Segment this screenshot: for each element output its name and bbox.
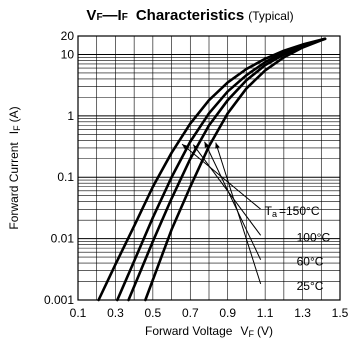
xlabel-main: Forward Voltage bbox=[145, 324, 233, 338]
ylabel-symbol-sub: F bbox=[12, 125, 22, 131]
y-axis-label: Forward Current IF (A) bbox=[7, 106, 22, 229]
y-tick-label: 20 bbox=[61, 29, 75, 43]
param-symbol-sub: a bbox=[272, 209, 277, 219]
ylabel-symbol: I bbox=[7, 131, 21, 134]
x-tick-labels: 0.1 0.3 0.5 0.7 0.9 1.1 1.3 1.5 bbox=[70, 306, 349, 320]
y-tick-label: 0.001 bbox=[44, 293, 74, 307]
curves bbox=[97, 37, 327, 302]
title-vf: V bbox=[86, 7, 96, 24]
title-characteristics: Characteristics bbox=[136, 7, 244, 24]
y-tick-labels: 0.001 0.01 0.1 1 10 20 bbox=[44, 29, 74, 307]
y-tick-label: 0.01 bbox=[51, 232, 75, 246]
series-labels: Ta =150°C 100°C 60°C 25°C bbox=[265, 204, 331, 293]
title-if-sub: F bbox=[122, 12, 128, 23]
x-tick-label: 1.1 bbox=[257, 306, 274, 320]
series-curve-1 bbox=[116, 37, 327, 302]
x-tick-label: 1.3 bbox=[294, 306, 311, 320]
y-tick-label: 0.1 bbox=[57, 170, 74, 184]
leader-line-2 bbox=[204, 141, 262, 260]
y-tick-label: 10 bbox=[61, 47, 75, 61]
grid bbox=[78, 36, 340, 300]
xlabel-symbol-sub: F bbox=[248, 329, 254, 339]
series-curve-2 bbox=[127, 37, 327, 302]
x-axis-label: Forward Voltage VF (V) bbox=[145, 324, 273, 339]
title-vf-sub: F bbox=[96, 12, 102, 23]
series-label-1: 100°C bbox=[297, 230, 331, 244]
x-tick-label: 0.1 bbox=[70, 306, 87, 320]
series-label-0: Ta =150°C bbox=[265, 204, 320, 219]
xlabel-unit: (V) bbox=[257, 324, 273, 338]
series-label-3: 25°C bbox=[297, 279, 324, 293]
series-label-2: 60°C bbox=[297, 255, 324, 269]
series-curve-0 bbox=[97, 37, 327, 302]
xlabel-symbol: V bbox=[240, 324, 248, 338]
title-if: I bbox=[118, 7, 122, 24]
x-tick-label: 0.9 bbox=[219, 306, 236, 320]
leader-arrow-0 bbox=[182, 144, 188, 150]
title-note: (Typical) bbox=[248, 9, 293, 23]
leader-arrow-2 bbox=[204, 141, 210, 148]
leader-arrow-3 bbox=[215, 142, 220, 149]
leader-lines bbox=[181, 141, 262, 285]
ylabel-unit: (A) bbox=[7, 106, 21, 122]
leader-line-3 bbox=[215, 142, 262, 285]
title-dash: — bbox=[103, 7, 118, 24]
series-name: 150°C bbox=[286, 204, 320, 218]
leader-arrow-1 bbox=[193, 144, 199, 151]
y-tick-label: 1 bbox=[67, 109, 74, 123]
param-eq: = bbox=[279, 204, 286, 218]
plot-frame bbox=[77, 35, 341, 301]
x-tick-label: 0.7 bbox=[182, 306, 199, 320]
ylabel-main: Forward Current bbox=[7, 142, 21, 230]
x-tick-label: 1.5 bbox=[332, 306, 349, 320]
x-tick-label: 0.5 bbox=[145, 306, 162, 320]
x-tick-label: 0.3 bbox=[107, 306, 124, 320]
param-symbol: T bbox=[265, 204, 273, 218]
series-curve-3 bbox=[144, 37, 327, 302]
chart-title: VF—IF Characteristics (Typical) bbox=[86, 7, 293, 24]
